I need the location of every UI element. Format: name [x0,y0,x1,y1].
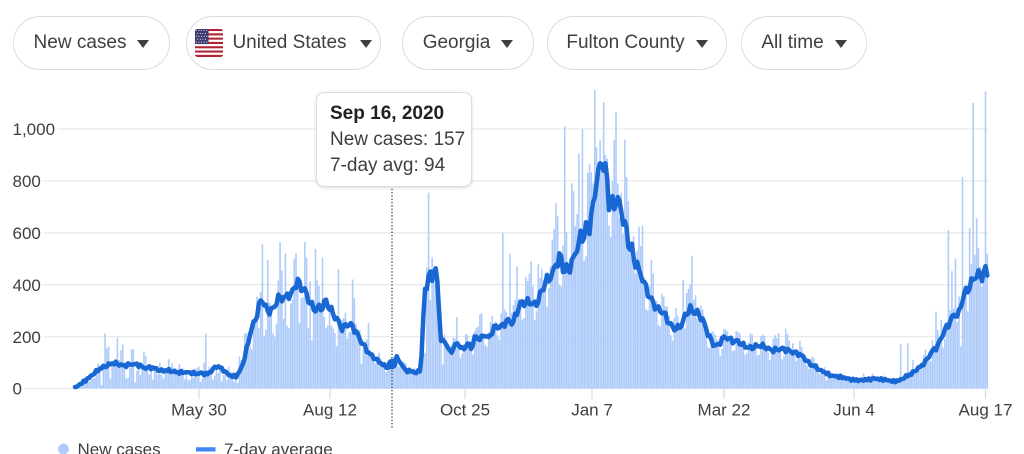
svg-text:400: 400 [13,276,41,295]
svg-text:600: 600 [13,224,41,243]
svg-text:Jun 4: Jun 4 [833,401,875,420]
svg-text:800: 800 [13,172,41,191]
svg-text:Aug 17: Aug 17 [959,401,1013,420]
svg-text:Jan 7: Jan 7 [571,401,613,420]
svg-text:1,000: 1,000 [13,120,56,139]
svg-text:200: 200 [13,328,41,347]
svg-text:Oct 25: Oct 25 [440,401,490,420]
svg-text:Mar 22: Mar 22 [698,401,751,420]
svg-text:May 30: May 30 [171,401,227,420]
svg-text:Aug 12: Aug 12 [303,401,357,420]
svg-text:New cases: New cases [78,440,161,454]
svg-text:0: 0 [13,380,22,399]
svg-text:7-day average: 7-day average [224,440,333,454]
